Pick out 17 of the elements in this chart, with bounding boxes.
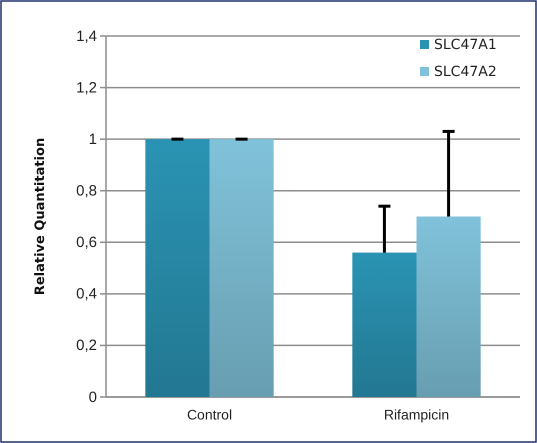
y-tick-label: 0,6 (76, 234, 97, 252)
y-tick-label: 0 (88, 388, 97, 406)
y-tick-label: 0,8 (76, 182, 97, 200)
y-tick-label: 1,2 (76, 79, 97, 96)
x-tick-label: Rifampicin (384, 406, 450, 423)
legend-label: SLC47A1 (434, 37, 497, 53)
bar (352, 252, 416, 397)
legend-label: SLC47A2 (434, 64, 497, 80)
y-tick-label: 0,4 (76, 286, 97, 303)
bar (145, 139, 210, 397)
y-tick-label: 1,4 (76, 28, 97, 45)
bar (416, 216, 481, 397)
y-tick-label: 1 (88, 130, 97, 148)
x-tick-label: Control (186, 406, 232, 423)
y-tick-label: 0,2 (76, 337, 97, 354)
bar (210, 139, 274, 397)
y-axis-title: Relative Quantitation (33, 138, 48, 296)
